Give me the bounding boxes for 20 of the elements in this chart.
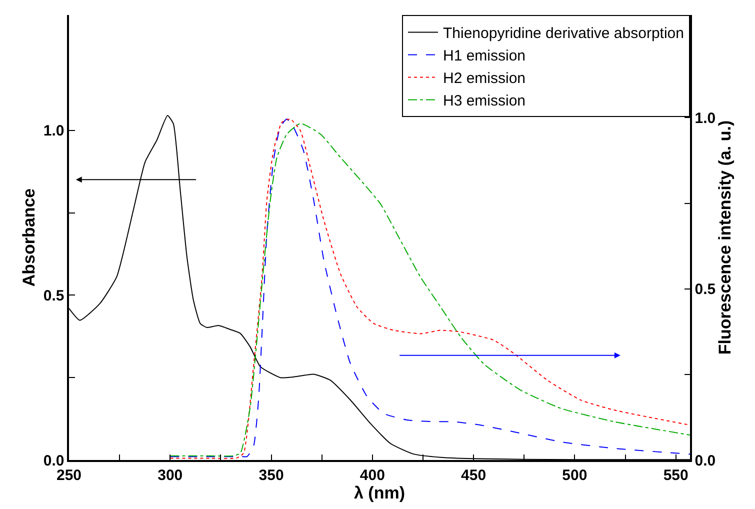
legend-label: H2 emission <box>443 70 526 88</box>
y-tick-label: 0.5 <box>43 287 64 304</box>
y2-axis-title: Fluorescence intensity (a. u.) <box>716 120 735 355</box>
legend-label: H1 emission <box>443 48 526 65</box>
x-tick-label: 500 <box>562 466 588 484</box>
x-axis-title: λ (nm) <box>354 484 405 503</box>
x-tick-label: 400 <box>360 466 385 484</box>
y-tick-label: 0.0 <box>43 452 64 470</box>
y2-tick-label: 1.0 <box>694 110 716 127</box>
y-tick-label: 1.0 <box>43 122 64 140</box>
y-axis-title: Absorbance <box>19 188 38 287</box>
x-tick-label: 550 <box>663 466 688 484</box>
x-tick-label: 250 <box>56 466 82 484</box>
legend-label: Thienopyridine derivative absorption <box>443 25 684 42</box>
legend-label: H3 emission <box>443 92 526 110</box>
x-tick-label: 350 <box>258 466 284 484</box>
x-tick-label: 450 <box>461 466 486 484</box>
y2-tick-label: 0.5 <box>694 281 716 298</box>
x-tick-label: 300 <box>158 466 183 484</box>
y2-tick-label: 0.0 <box>694 452 716 470</box>
